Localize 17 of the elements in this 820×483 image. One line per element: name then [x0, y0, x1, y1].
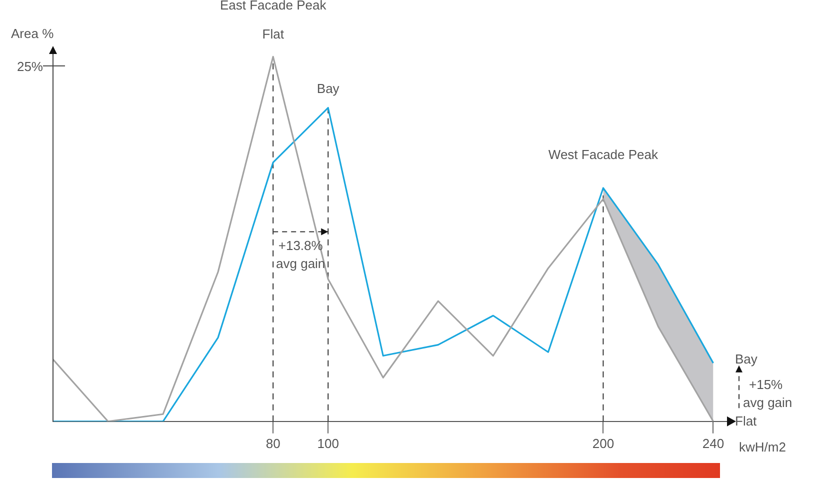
- x-tick-label: 100: [317, 436, 339, 451]
- annotation: +13.8%: [278, 238, 324, 253]
- text: avg gain: [743, 395, 792, 410]
- text: East Facade Peak: [220, 0, 327, 12]
- text: Bay: [735, 351, 758, 366]
- x-tick-label: 200: [592, 436, 614, 451]
- text: Flat: [262, 26, 284, 42]
- text: 25%: [16, 58, 44, 74]
- annotation: Bay: [316, 81, 340, 96]
- text: Flat: [735, 413, 758, 428]
- annotation: West Facade Peak: [548, 146, 658, 162]
- text: +15%: [749, 376, 784, 392]
- x-tick-label: 240: [702, 436, 724, 451]
- x-tick-label: 80: [266, 436, 280, 451]
- y-axis-title: Area %: [11, 26, 54, 41]
- x-axis-title: kwH/m2: [739, 439, 786, 454]
- annotation: avg gain: [276, 256, 326, 272]
